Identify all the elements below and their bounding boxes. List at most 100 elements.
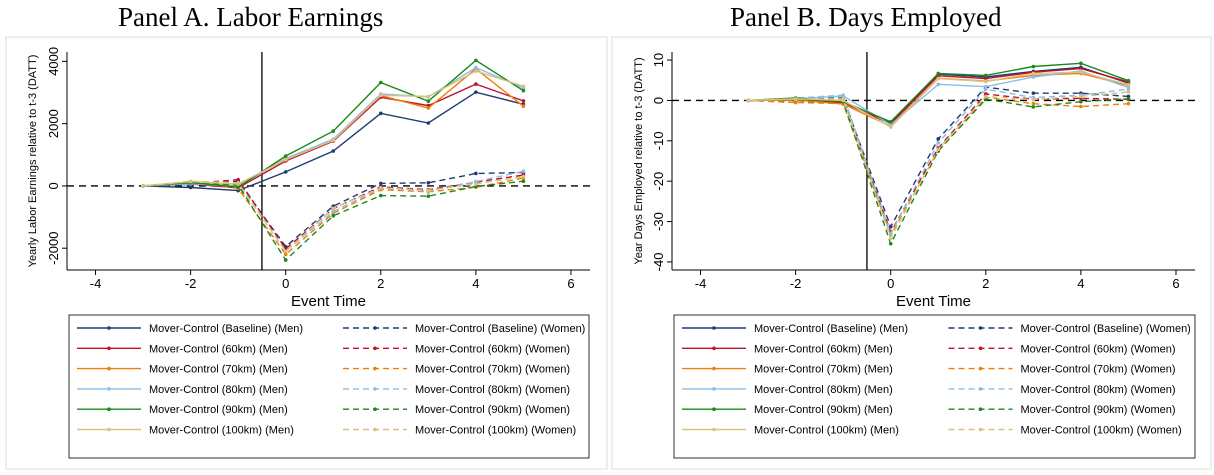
- data-point: [474, 90, 478, 94]
- x-tick-label: -2: [790, 276, 802, 291]
- x-tick-label: 6: [1172, 276, 1179, 291]
- y-tick-label: 0: [46, 182, 61, 189]
- y-axis-title: Yearly Labor Earnings relative to t-3 (D…: [27, 55, 39, 268]
- data-point: [936, 82, 941, 87]
- data-point: [793, 100, 798, 105]
- data-point: [1126, 101, 1131, 106]
- data-point: [1031, 64, 1036, 69]
- x-tick-label: -4: [90, 276, 102, 291]
- data-point: [426, 194, 431, 198]
- x-tick-label: 4: [472, 276, 479, 291]
- data-point: [331, 129, 336, 133]
- y-axis-title: Year Days Employed relative to t-3 (DATT…: [633, 57, 645, 264]
- data-point: [474, 182, 478, 186]
- data-point: [474, 179, 478, 184]
- x-tick-label: 0: [887, 276, 894, 291]
- data-point: [1079, 94, 1083, 99]
- data-point: [984, 87, 988, 91]
- data-point: [283, 258, 288, 262]
- panel-a-title: Panel A. Labor Earnings: [118, 2, 384, 32]
- x-tick-label: 4: [1077, 276, 1084, 291]
- data-point: [379, 111, 383, 116]
- data-point: [236, 181, 240, 185]
- data-point: [474, 82, 478, 86]
- data-point: [1126, 87, 1131, 91]
- data-point: [888, 241, 893, 246]
- legend-label: Mover-Control (100km) (Men): [754, 425, 899, 437]
- legend-label: Mover-Control (Baseline) (Women): [415, 323, 585, 335]
- data-point: [521, 84, 526, 89]
- legend-label: Mover-Control (70km) (Men): [149, 364, 288, 376]
- data-point: [426, 121, 431, 125]
- legend-marker: [978, 326, 983, 330]
- data-point: [1079, 99, 1083, 104]
- legend-label: Mover-Control (60km) (Women): [1021, 343, 1176, 355]
- legend-label: Mover-Control (80km) (Men): [149, 384, 288, 396]
- x-tick-label: -2: [185, 276, 197, 291]
- data-point: [474, 171, 478, 176]
- data-point: [521, 104, 526, 108]
- x-axis-title: Event Time: [896, 293, 971, 310]
- y-tick-label: -10: [651, 131, 666, 150]
- data-point: [521, 88, 526, 93]
- legend-marker: [373, 407, 377, 412]
- panel-a-chart: -4 -2 0 2 4 6 -2000 0 2000 4000 Event Time Yearly L…: [5, 36, 608, 470]
- x-tick-label: 2: [982, 276, 989, 291]
- legend-marker: [712, 326, 716, 330]
- series-line-9: [748, 98, 1129, 246]
- y-tick-label: 0: [651, 97, 666, 104]
- data-point: [379, 93, 383, 98]
- data-point: [1031, 105, 1036, 109]
- data-point: [1031, 97, 1036, 102]
- legend-marker: [978, 407, 983, 412]
- data-point: [474, 58, 478, 63]
- legend-label: Mover-Control (70km) (Women): [1021, 364, 1176, 376]
- data-point: [984, 94, 988, 99]
- data-point: [1079, 104, 1083, 109]
- legend-label: Mover-Control (60km) (Women): [415, 343, 570, 355]
- data-point: [936, 76, 941, 81]
- y-tick-label: -20: [651, 172, 666, 191]
- x-tick-label: 6: [567, 276, 574, 291]
- legend-label: Mover-Control (60km) (Men): [754, 343, 893, 355]
- legend-marker: [373, 366, 377, 371]
- data-point: [474, 184, 478, 189]
- x-tick-label: 0: [282, 276, 289, 291]
- x-tick-label: -4: [695, 276, 707, 291]
- data-point: [379, 185, 383, 190]
- legend-marker: [978, 346, 983, 351]
- data-point: [283, 154, 288, 158]
- data-point: [521, 174, 526, 179]
- data-point: [1031, 71, 1036, 76]
- data-point: [746, 98, 750, 103]
- legend-marker: [712, 427, 716, 432]
- y-tick-label: -30: [651, 212, 666, 231]
- data-point: [521, 99, 526, 103]
- data-point: [283, 249, 288, 254]
- legend-label: Mover-Control (70km) (Women): [415, 364, 570, 376]
- data-point: [426, 181, 431, 185]
- legend-label: Mover-Control (80km) (Women): [1021, 384, 1176, 396]
- data-point: [474, 69, 478, 73]
- data-point: [331, 149, 336, 153]
- y-tick-label: 2000: [46, 109, 61, 138]
- data-point: [426, 99, 431, 104]
- legend-marker: [978, 366, 983, 371]
- data-point: [841, 93, 845, 97]
- legend-marker: [712, 407, 716, 412]
- data-point: [984, 73, 988, 78]
- data-point: [888, 225, 893, 229]
- data-point: [1079, 61, 1083, 66]
- data-point: [426, 188, 431, 193]
- legend-box: [68, 314, 590, 459]
- y-tick-label: 4000: [46, 47, 61, 76]
- data-point: [331, 206, 336, 211]
- data-point: [793, 97, 798, 102]
- legend-marker: [107, 366, 111, 371]
- data-point: [1126, 97, 1131, 101]
- data-point: [521, 169, 526, 174]
- data-point: [426, 94, 431, 99]
- x-axis-title: Event Time: [291, 293, 366, 310]
- data-point: [379, 181, 383, 186]
